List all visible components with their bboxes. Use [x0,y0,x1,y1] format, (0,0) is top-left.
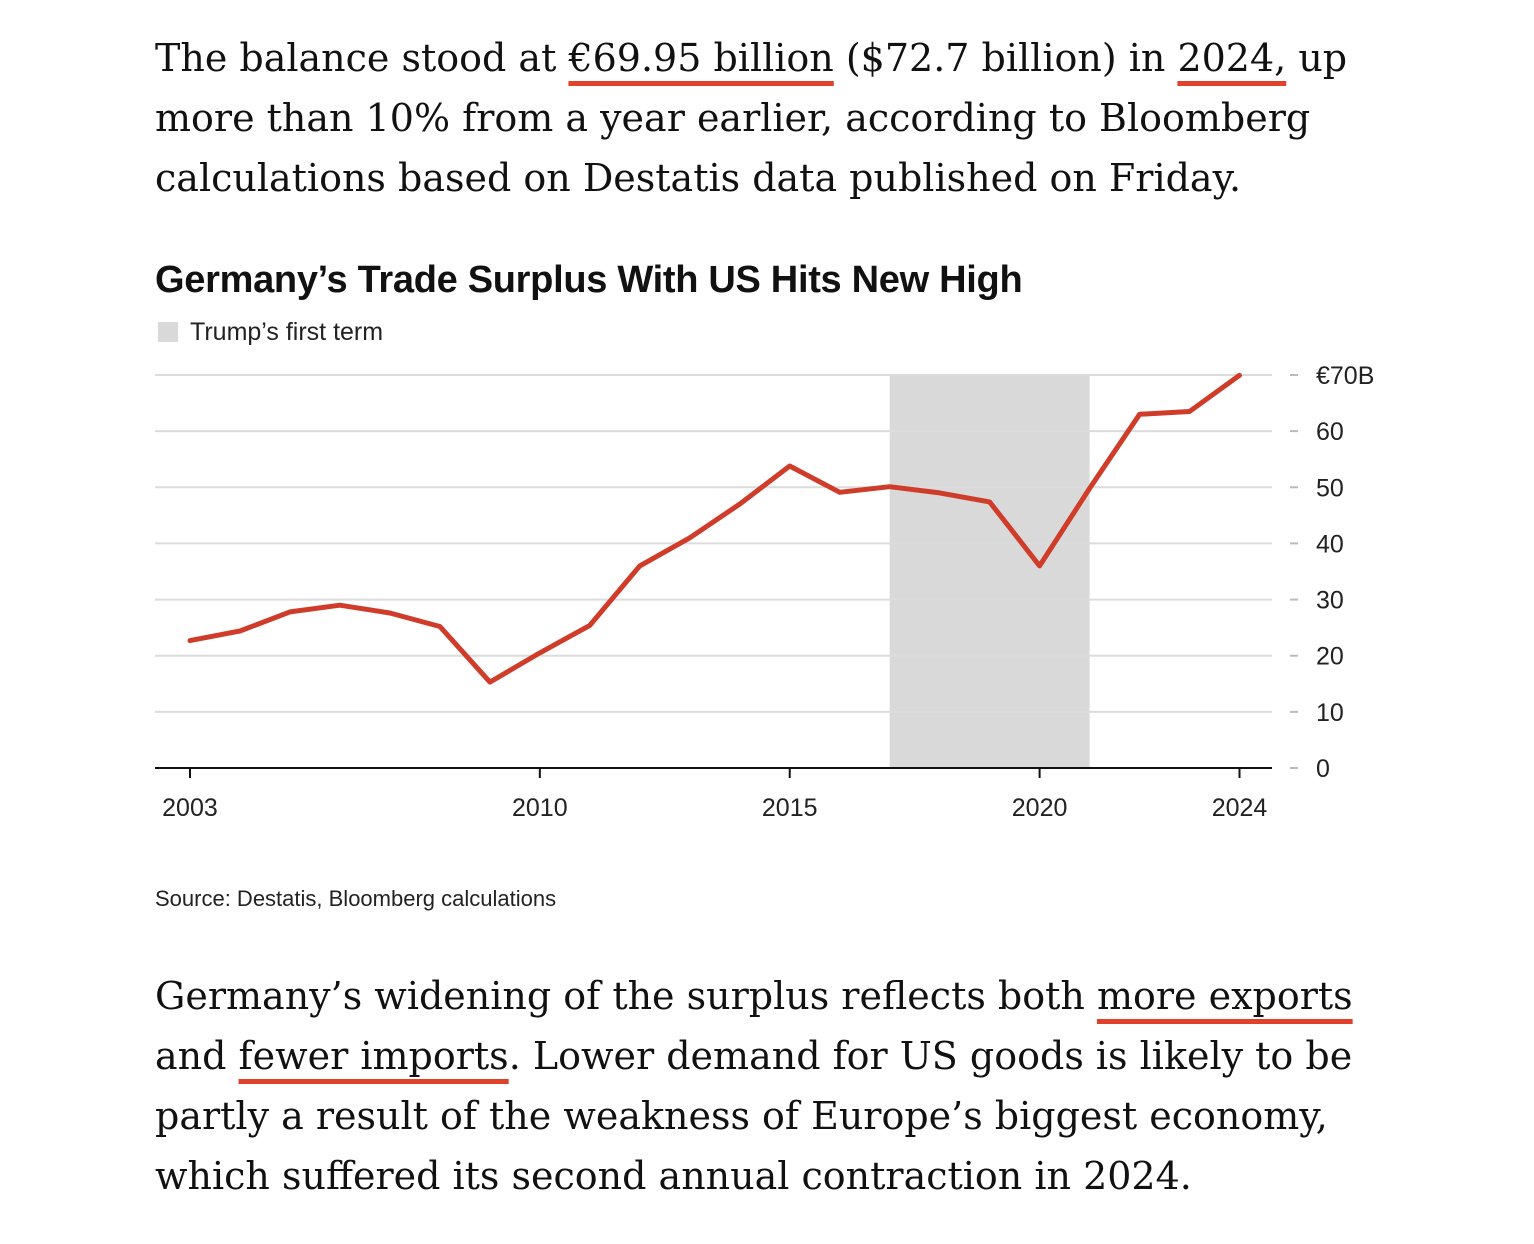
chart-title: Germany’s Trade Surplus With US Hits New… [155,259,1023,301]
highlight-balance: €69.95 billion [568,36,834,80]
para2-text-1: Germany’s widening of the surplus reflec… [155,974,1097,1018]
highlight-more-exports: more exports [1096,974,1353,1018]
trade-surplus-line [187,372,1242,685]
para2-text-2: and [155,1034,239,1078]
legend-swatch [158,322,178,342]
y-tick-label-30: 30 [1316,587,1344,615]
chart-source: Source: Destatis, Bloomberg calculations [155,886,557,911]
intro-paragraph: The balance stood at €69.95 billion ($72… [155,28,1385,208]
x-tick-label-2003: 2003 [162,794,218,822]
para1-text-3: up more than 10% from a year earlier, ac… [155,36,1348,200]
trade-surplus-chart: 0 10 20 30 40 50 60 €70B 2003 2010 2015 2020 2024 [155,362,1374,822]
legend-label: Trump’s first term [190,317,384,346]
x-tick-label-2024: 2024 [1212,794,1268,822]
y-tick-label-70: €70B [1316,362,1374,390]
para1-text-2: ($72.7 billion) in [833,36,1178,80]
highlight-year: 2024, [1177,36,1287,80]
y-tick-label-50: 50 [1316,474,1344,502]
y-tick-label-20: 20 [1316,643,1344,671]
analysis-paragraph: Germany’s widening of the surplus reflec… [155,966,1385,1206]
y-tick-label-60: 60 [1316,418,1344,446]
chart-legend: Trump’s first term [158,318,383,346]
y-tick-label-0: 0 [1316,755,1330,783]
x-tick-label-2020: 2020 [1012,794,1068,822]
y-tick-label-10: 10 [1316,699,1344,727]
highlight-fewer-imports: fewer imports [238,1034,509,1078]
para1-text-1: The balance stood at [155,36,569,80]
para2-text-3: . Lower demand for US goods is likely to… [155,1034,1353,1198]
x-tick-label-2010: 2010 [512,794,568,822]
y-tick-label-40: 40 [1316,530,1344,558]
x-tick-label-2015: 2015 [762,794,818,822]
trump-term-shade [889,375,1090,768]
